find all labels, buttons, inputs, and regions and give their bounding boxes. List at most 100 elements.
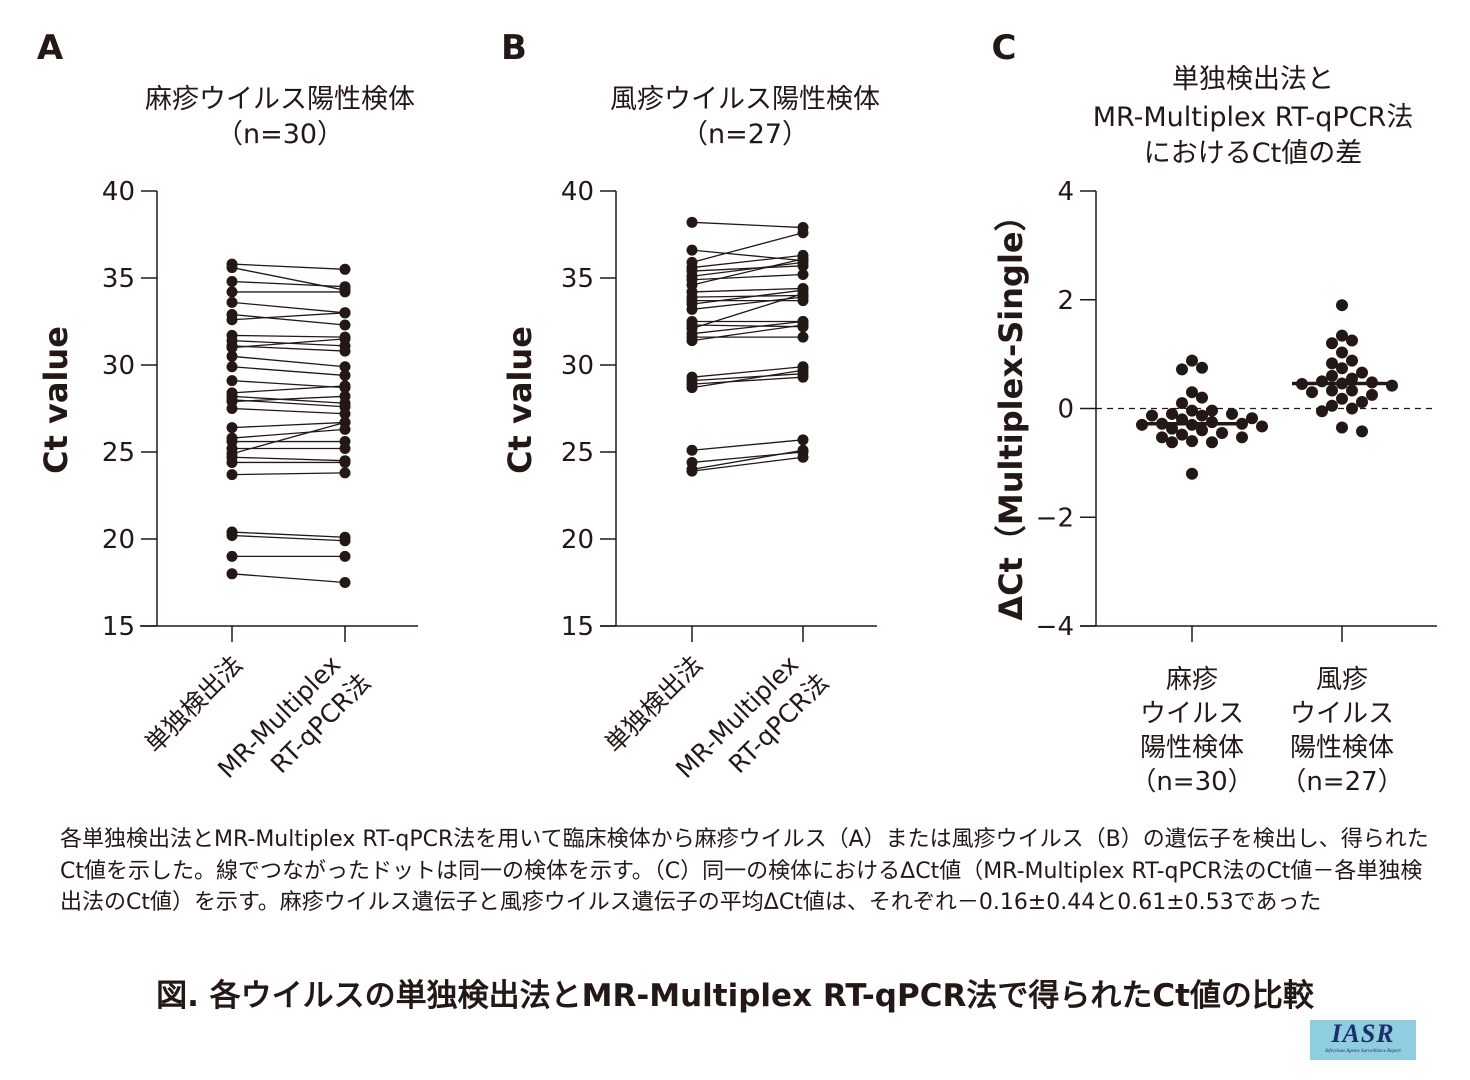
pair-line — [691, 293, 804, 330]
multiplex-point — [797, 331, 809, 343]
y-tick-label: 25 — [561, 438, 594, 468]
single-point — [226, 550, 238, 562]
logo-text: IASR — [1331, 1019, 1395, 1048]
delta-ct-point — [1346, 334, 1358, 347]
pair-line — [691, 373, 804, 382]
multiplex-point — [797, 444, 809, 456]
panel-label-b: B — [501, 28, 527, 68]
pair-line — [691, 324, 804, 342]
delta-ct-point — [1336, 362, 1348, 375]
pair-line — [691, 249, 804, 262]
delta-ct-point — [1346, 354, 1358, 367]
pair-line — [691, 289, 804, 305]
y-tick-label: 25 — [102, 438, 135, 468]
pair-line — [231, 534, 346, 542]
pair-line — [691, 254, 804, 269]
delta-ct-point — [1186, 404, 1198, 417]
pair-line — [231, 428, 346, 439]
pair-line — [231, 263, 346, 270]
pair-line — [691, 265, 804, 272]
delta-ct-point — [1326, 357, 1338, 370]
single-point — [226, 296, 238, 308]
delta-ct-point — [1336, 329, 1348, 342]
y-tick-label: 30 — [102, 351, 135, 381]
multiplex-point — [339, 550, 351, 562]
y-tick-label: −2 — [1036, 503, 1074, 533]
pair-line — [231, 338, 346, 349]
y-tick-label: 15 — [561, 612, 594, 642]
delta-ct-point — [1206, 436, 1218, 449]
pair-line — [691, 221, 804, 229]
y-tick-label: 4 — [1057, 177, 1074, 207]
pair-line — [231, 421, 346, 429]
group-label-line: （n=27） — [1280, 767, 1403, 797]
y-tick-label: 30 — [561, 351, 594, 381]
delta-ct-point — [1196, 391, 1208, 404]
delta-ct-point — [1216, 426, 1228, 439]
multiplex-point — [797, 253, 809, 265]
delta-ct-point — [1326, 369, 1338, 382]
delta-ct-point — [1256, 420, 1268, 433]
delta-ct-point — [1336, 346, 1348, 359]
figure-title: 図. 各ウイルスの単独検出法とMR-Multiplex RT-qPCR法で得られ… — [156, 978, 1314, 1014]
pair-line — [691, 232, 804, 263]
single-point — [226, 361, 238, 373]
single-point — [226, 350, 238, 362]
multiplex-point — [339, 456, 351, 468]
delta-ct-point — [1186, 354, 1198, 367]
multiplex-point — [797, 288, 809, 300]
pair-line — [691, 449, 804, 471]
pair-line — [691, 376, 804, 385]
multiplex-point — [339, 408, 351, 420]
delta-ct-point — [1166, 422, 1178, 435]
delta-ct-point — [1186, 386, 1198, 399]
pair-line — [231, 334, 346, 338]
figure-caption: 各単独検出法とMR-Multiplex RT-qPCR法を用いて臨床検体から麻疹… — [60, 827, 1429, 915]
delta-ct-point — [1336, 299, 1348, 312]
delta-ct-point — [1196, 424, 1208, 437]
single-point — [226, 422, 238, 434]
multiplex-point — [339, 369, 351, 381]
iasr-logo: IASR Infectious Agents Surveillance Repo… — [1310, 1020, 1416, 1060]
single-point — [226, 342, 238, 354]
delta-ct-point — [1166, 407, 1178, 420]
delta-ct-point — [1176, 428, 1188, 441]
chart-title-line: MR-Multiplex RT-qPCR法 — [1093, 102, 1414, 133]
delta-ct-point — [1356, 366, 1368, 379]
multiplex-point — [339, 345, 351, 357]
multiplex-point — [339, 361, 351, 373]
delta-ct-point — [1346, 384, 1358, 397]
delta-ct-point — [1226, 407, 1238, 420]
y-axis-label: Ct value — [37, 326, 75, 474]
multiplex-point — [339, 467, 351, 479]
delta-ct-point — [1196, 409, 1208, 422]
group-label-line: （n=30） — [1130, 767, 1253, 797]
single-point — [226, 530, 238, 542]
multiplex-point — [339, 390, 351, 402]
delta-ct-point — [1166, 436, 1178, 449]
pair-line — [231, 456, 346, 462]
multiplex-point — [339, 443, 351, 455]
single-point — [226, 275, 238, 287]
multiplex-point — [339, 286, 351, 298]
pair-line — [691, 439, 804, 451]
pair-line — [231, 472, 346, 476]
pair-line — [691, 273, 804, 281]
single-point — [686, 303, 698, 315]
multiplex-point — [339, 380, 351, 392]
pair-line — [231, 421, 346, 455]
delta-ct-point — [1326, 399, 1338, 412]
pair-line — [691, 456, 804, 472]
y-tick-label: 20 — [561, 525, 594, 555]
pair-line — [231, 355, 346, 368]
pair-line — [231, 313, 346, 326]
single-point — [226, 262, 238, 274]
pair-line — [231, 385, 346, 394]
delta-ct-point — [1316, 405, 1328, 418]
multiplex-point — [797, 269, 809, 281]
delta-ct-point — [1306, 386, 1318, 399]
group-label-line: ウイルス — [1140, 699, 1244, 729]
multiplex-point — [797, 434, 809, 446]
pair-line — [691, 366, 804, 378]
single-point — [226, 286, 238, 298]
